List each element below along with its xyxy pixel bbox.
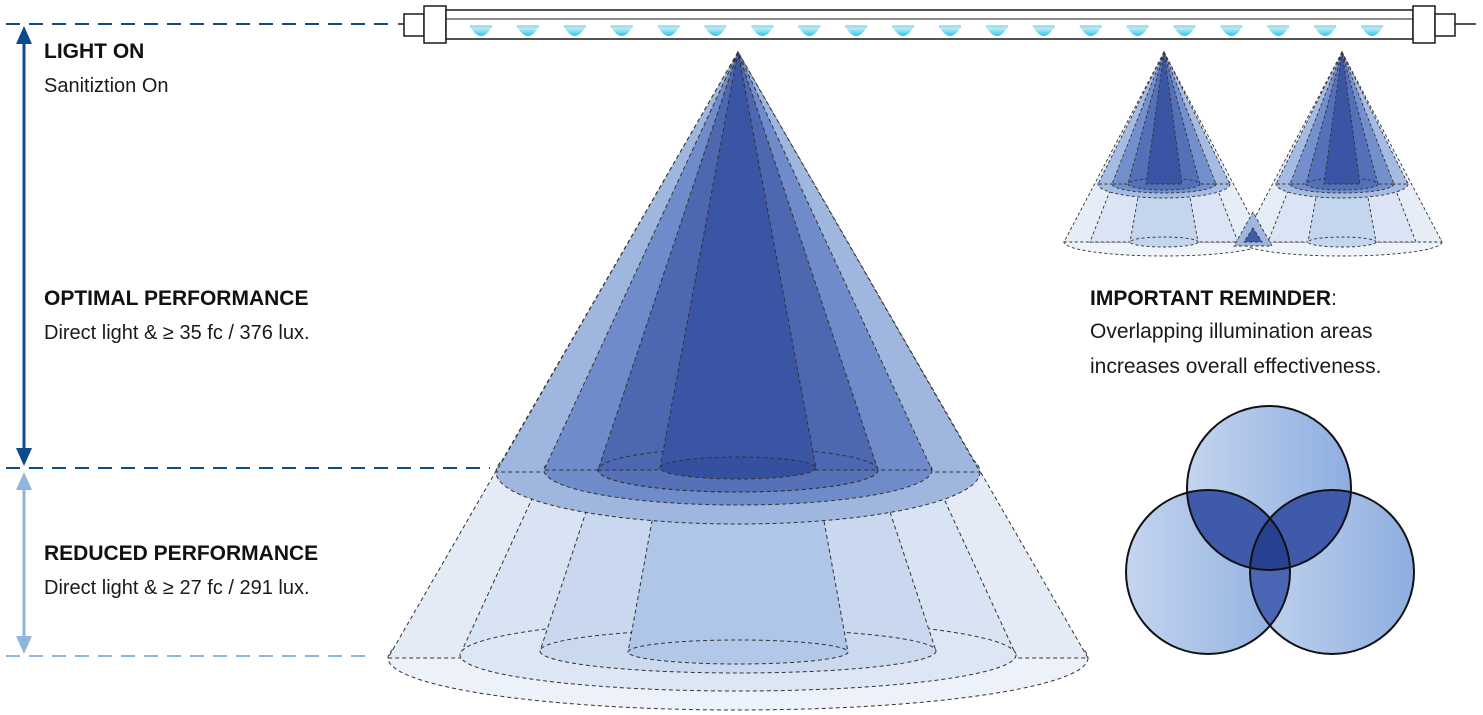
led-emitter-icon	[1126, 25, 1149, 36]
optimal-title: OPTIMAL PERFORMANCE	[44, 287, 309, 310]
reminder-title: IMPORTANT REMINDER	[1090, 287, 1332, 310]
led-emitter-icon	[1314, 25, 1337, 36]
venn-diagram	[1125, 405, 1415, 655]
led-emitter-icon	[1032, 25, 1055, 36]
zone-indicator	[6, 23, 490, 657]
reminder-line-1: Overlapping illumination areas	[1090, 320, 1373, 343]
small-light-cone	[1241, 50, 1443, 257]
led-emitter-icon	[845, 25, 868, 36]
led-emitter-icon	[1079, 25, 1102, 36]
led-emitter-icon	[516, 25, 539, 36]
arrowhead-down-icon	[16, 636, 32, 654]
led-emitter-icon	[892, 25, 915, 36]
light-on-description: Sanitiztion On	[44, 75, 169, 97]
optimal-description: Direct light & ≥ 35 fc / 376 lux.	[44, 322, 310, 344]
overlap-core	[1243, 227, 1263, 243]
reminder-line-2: increases overall effectiveness.	[1090, 355, 1382, 378]
reduced-description: Direct light & ≥ 27 fc / 291 lux.	[44, 577, 310, 599]
reduced-title: REDUCED PERFORMANCE	[44, 542, 319, 565]
led-emitter-icon	[1267, 25, 1290, 36]
led-emitter-icon	[1220, 25, 1243, 36]
arrowhead-up-icon	[16, 472, 32, 490]
small-light-cone	[1063, 50, 1265, 257]
led-emitter-icon	[985, 25, 1008, 36]
uv-tube	[398, 5, 1476, 44]
led-emitter-icon	[751, 25, 774, 36]
led-emitter-icon	[704, 25, 727, 36]
led-emitter-icon	[657, 25, 680, 36]
led-emitter-icon	[939, 25, 961, 36]
arrowhead-up-icon	[16, 26, 32, 44]
arrowhead-down-icon	[16, 448, 32, 466]
main-light-cone	[387, 50, 1089, 711]
led-emitter-icon	[1361, 25, 1384, 36]
reminder-separator: :	[1331, 287, 1337, 310]
led-emitter-icon	[1173, 25, 1196, 36]
light-on-title: LIGHT ON	[44, 40, 145, 63]
led-emitter-icon	[798, 25, 821, 36]
overlap-cones	[1063, 50, 1443, 257]
reminder-heading: IMPORTANT REMINDER:	[1090, 287, 1337, 311]
led-emitter-icon	[610, 25, 633, 36]
led-emitter-icon	[563, 25, 586, 36]
led-emitter-icon	[470, 25, 492, 36]
